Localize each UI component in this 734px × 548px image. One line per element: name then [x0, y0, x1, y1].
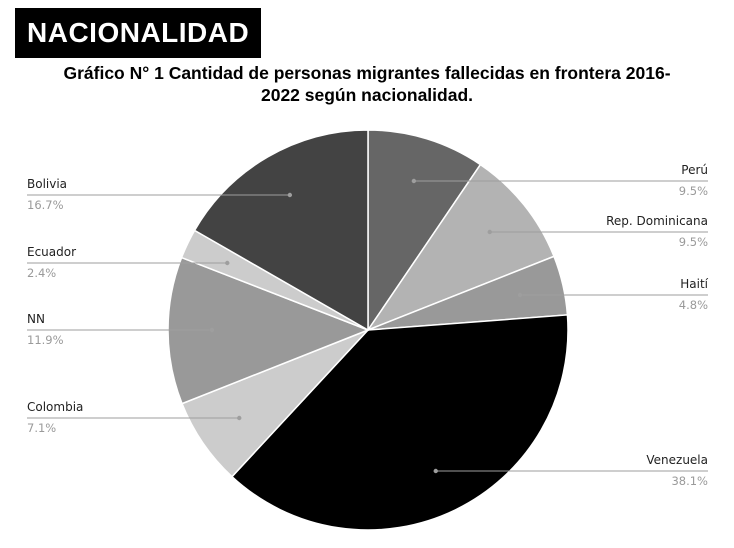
slice-value-rep-dominicana: 9.5% [679, 235, 708, 249]
slice-label-colombia: Colombia [27, 400, 83, 414]
leader-dot-bolivia [287, 192, 293, 198]
slice-label-ecuador: Ecuador [27, 245, 76, 259]
pie-slice-venezuela [230, 314, 569, 531]
pie-slice-peru [367, 129, 482, 333]
slice-value-venezuela: 38.1% [671, 474, 708, 488]
leader-dot-peru [411, 178, 417, 184]
leader-lines [27, 178, 708, 474]
leader-dot-colombia [237, 415, 242, 421]
slice-label-rep-dominicana: Rep. Dominicana [606, 214, 708, 228]
chart-title: Gráfico N° 1 Cantidad de personas migran… [0, 62, 734, 106]
pie-slice-rep-dominicana [366, 163, 555, 332]
section-badge: NACIONALIDAD [15, 8, 262, 58]
leader-dot-rep-dominicana [487, 229, 492, 235]
slice-value-colombia: 7.1% [27, 421, 56, 435]
pie-slices [167, 129, 569, 531]
slice-value-bolivia: 16.7% [27, 198, 64, 212]
slice-value-ecuador: 2.4% [27, 266, 56, 280]
slice-label-nn: NN [27, 312, 45, 326]
slice-value-nn: 11.9% [27, 333, 64, 347]
leader-dot-venezuela [433, 468, 438, 474]
leader-dot-nn [209, 327, 215, 333]
slice-label-haiti: Haití [680, 277, 708, 291]
slice-value-haiti: 4.8% [679, 298, 708, 312]
leader-dot-ecuador [225, 260, 230, 266]
slice-value-peru: 9.5% [679, 184, 708, 198]
slice-label-venezuela: Venezuela [646, 453, 708, 467]
pie-slice-bolivia [193, 129, 369, 332]
leader-dot-haiti [517, 292, 523, 298]
slice-labels: Perú 9.5% Rep. Dominicana 9.5% Haití 4.8% Vene… [27, 163, 709, 488]
pie-slice-nn [167, 256, 371, 405]
chart-title-line-1: Gráfico N° 1 Cantidad de personas migran… [63, 63, 671, 83]
slice-label-peru: Perú [681, 163, 708, 177]
slice-label-bolivia: Bolivia [27, 177, 67, 191]
chart-title-line-2: 2022 según nacionalidad. [260, 85, 474, 105]
